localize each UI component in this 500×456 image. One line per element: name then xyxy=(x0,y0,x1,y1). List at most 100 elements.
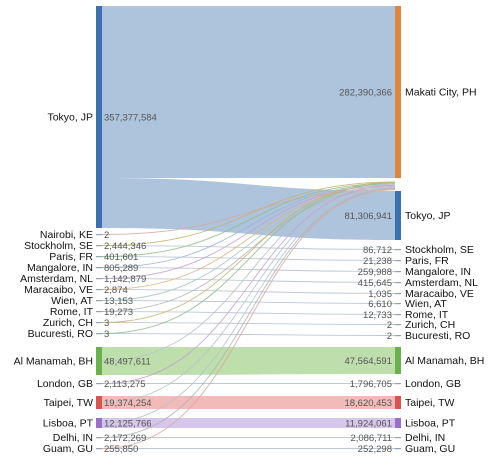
flow-al-manamah-bh-to-tokyo-jp xyxy=(101,183,396,362)
target-delhi-in-value-label: 2,086,711 xyxy=(350,433,392,444)
target-makati-city-ph-value-label: 282,390,366 xyxy=(339,88,392,99)
source-bucuresti-ro-label: Bucuresti, RO xyxy=(28,328,93,340)
target-al-manamah-bh-node-bar xyxy=(395,347,401,374)
target-taipei-tw-node-bar xyxy=(395,396,401,409)
target-paris-fr-label: Paris, FR xyxy=(405,255,449,267)
source-zurich-ch-node-bar xyxy=(96,322,102,324)
target-lisboa-pt-value-label: 11,924,061 xyxy=(345,419,392,430)
source-maracaibo-ve-label: Maracaibo, VE xyxy=(24,284,93,296)
target-mangalore-in-value-label: 259,988 xyxy=(358,267,392,278)
source-rome-it-value-label: 19,273 xyxy=(104,307,133,318)
source-london-gb-node-bar xyxy=(96,383,102,385)
target-stockholm-se-node-bar xyxy=(395,249,401,251)
target-lisboa-pt-node-bar xyxy=(395,418,401,428)
source-taipei-tw-node-bar xyxy=(96,396,102,409)
source-wien-at-value-label: 13,153 xyxy=(104,296,133,307)
target-tokyo-jp-label: Tokyo, JP xyxy=(405,210,451,222)
target-zurich-ch-value-label: 2 xyxy=(387,320,392,331)
source-taipei-tw-label: Taipei, TW xyxy=(44,397,93,409)
target-mangalore-in-label: Mangalore, IN xyxy=(405,266,471,278)
target-bucuresti-ro-value-label: 2 xyxy=(387,331,392,342)
flow-maracaibo-ve-to-maracaibo-ve xyxy=(101,289,396,294)
source-bucuresti-ro-value-label: 3 xyxy=(104,329,109,340)
source-mangalore-in-label: Mangalore, IN xyxy=(27,262,93,274)
source-london-gb-label: London, GB xyxy=(37,378,93,390)
flow-layer xyxy=(101,6,396,449)
source-stockholm-se-node-bar xyxy=(96,245,102,247)
source-paris-fr-node-bar xyxy=(96,256,102,258)
source-nairobi-ke-node-bar xyxy=(96,234,102,236)
target-mangalore-in-node-bar xyxy=(395,271,401,273)
target-maracaibo-ve-label: Maracaibo, VE xyxy=(405,288,474,300)
source-maracaibo-ve-value-label: 2,874 xyxy=(104,285,128,296)
flow-bucuresti-ro-to-bucuresti-ro xyxy=(101,333,396,336)
source-tokyo-jp-node-bar xyxy=(96,6,102,228)
flow-bucuresti-ro-to-tokyo-jp xyxy=(101,182,396,334)
source-delhi-in-value-label: 2,172,269 xyxy=(104,433,146,444)
target-london-gb-value-label: 1,796,705 xyxy=(350,379,392,390)
source-guam-gu-node-bar xyxy=(96,448,102,450)
flow-amsterdam-nl-to-amsterdam-nl xyxy=(101,278,396,283)
source-amsterdam-nl-label: Amsterdam, NL xyxy=(20,273,93,285)
target-bucuresti-ro-label: Bucuresti, RO xyxy=(405,330,470,342)
source-wien-at-label: Wien, AT xyxy=(51,295,93,307)
target-taipei-tw-value-label: 18,620,453 xyxy=(344,398,392,409)
flow-guam-gu-to-tokyo-jp xyxy=(101,189,396,449)
source-mangalore-in-value-label: 805,289 xyxy=(104,263,138,274)
target-stockholm-se-label: Stockholm, SE xyxy=(405,244,474,256)
source-stockholm-se-label: Stockholm, SE xyxy=(24,240,93,252)
target-lisboa-pt-label: Lisboa, PT xyxy=(405,418,456,430)
source-nairobi-ke-label: Nairobi, KE xyxy=(40,229,93,241)
source-amsterdam-nl-value-label: 1,142,879 xyxy=(104,274,146,285)
target-maracaibo-ve-value-label: 1,035 xyxy=(368,289,392,300)
label-layer: Tokyo, JP 357,377,584 Nairobi, KE 2 Stockhol… xyxy=(14,87,485,456)
source-wien-at-node-bar xyxy=(96,300,102,302)
node-layer xyxy=(96,6,401,450)
target-zurich-ch-node-bar xyxy=(395,324,401,326)
target-stockholm-se-value-label: 86,712 xyxy=(363,245,392,256)
target-guam-gu-label: Guam, GU xyxy=(405,443,455,455)
flow-amsterdam-nl-to-tokyo-jp xyxy=(101,184,396,279)
flow-nairobi-ke-to-tokyo-jp xyxy=(101,189,396,235)
target-makati-city-ph-label: Makati City, PH xyxy=(405,87,477,99)
target-taipei-tw-label: Taipei, TW xyxy=(405,397,454,409)
source-guam-gu-value-label: 255,850 xyxy=(104,444,138,455)
source-mangalore-in-node-bar xyxy=(96,267,102,269)
target-guam-gu-value-label: 252,298 xyxy=(358,444,392,455)
source-al-manamah-bh-value-label: 48,497,611 xyxy=(104,357,151,368)
source-tokyo-jp-label: Tokyo, JP xyxy=(47,112,93,124)
source-lisboa-pt-node-bar xyxy=(96,418,102,428)
flow-wien-at-to-wien-at xyxy=(101,300,396,304)
flow-zurich-ch-to-tokyo-jp xyxy=(101,181,396,323)
target-delhi-in-label: Delhi, IN xyxy=(405,432,445,444)
target-paris-fr-node-bar xyxy=(395,260,401,262)
flow-paris-fr-to-tokyo-jp xyxy=(101,182,396,257)
target-rome-it-node-bar xyxy=(395,314,401,316)
source-paris-fr-label: Paris, FR xyxy=(49,251,93,263)
source-bucuresti-ro-node-bar xyxy=(96,333,102,335)
source-lisboa-pt-value-label: 12,125,766 xyxy=(104,419,152,430)
flow-lisboa-pt-to-lisboa-pt xyxy=(102,418,395,428)
flow-zurich-ch-to-zurich-ch xyxy=(101,322,396,325)
flow-delhi-in-to-tokyo-jp xyxy=(101,188,396,438)
target-bucuresti-ro-node-bar xyxy=(395,335,401,337)
target-tokyo-jp-value-label: 81,306,941 xyxy=(344,211,392,222)
target-al-manamah-bh-label: Al Manamah, BH xyxy=(405,355,484,367)
source-maracaibo-ve-node-bar xyxy=(96,289,102,291)
source-amsterdam-nl-node-bar xyxy=(96,278,102,280)
flow-mangalore-in-to-tokyo-jp xyxy=(101,183,396,268)
target-delhi-in-node-bar xyxy=(395,437,401,439)
source-al-manamah-bh-node-bar xyxy=(96,347,102,375)
source-delhi-in-node-bar xyxy=(96,437,102,439)
flow-lisboa-pt-to-tokyo-jp xyxy=(101,187,396,424)
source-al-manamah-bh-label: Al Manamah, BH xyxy=(14,356,93,368)
target-makati-city-ph-node-bar xyxy=(395,6,401,178)
target-london-gb-node-bar xyxy=(395,383,401,385)
source-zurich-ch-label: Zurich, CH xyxy=(43,317,93,329)
flow-stockholm-se-to-stockholm-se xyxy=(101,245,396,250)
source-paris-fr-value-label: 401,601 xyxy=(104,252,138,263)
flow-london-gb-to-tokyo-jp xyxy=(101,184,396,384)
target-zurich-ch-label: Zurich, CH xyxy=(405,319,455,331)
source-london-gb-value-label: 2,113,275 xyxy=(104,379,146,390)
flow-mangalore-in-to-mangalore-in xyxy=(101,267,396,272)
